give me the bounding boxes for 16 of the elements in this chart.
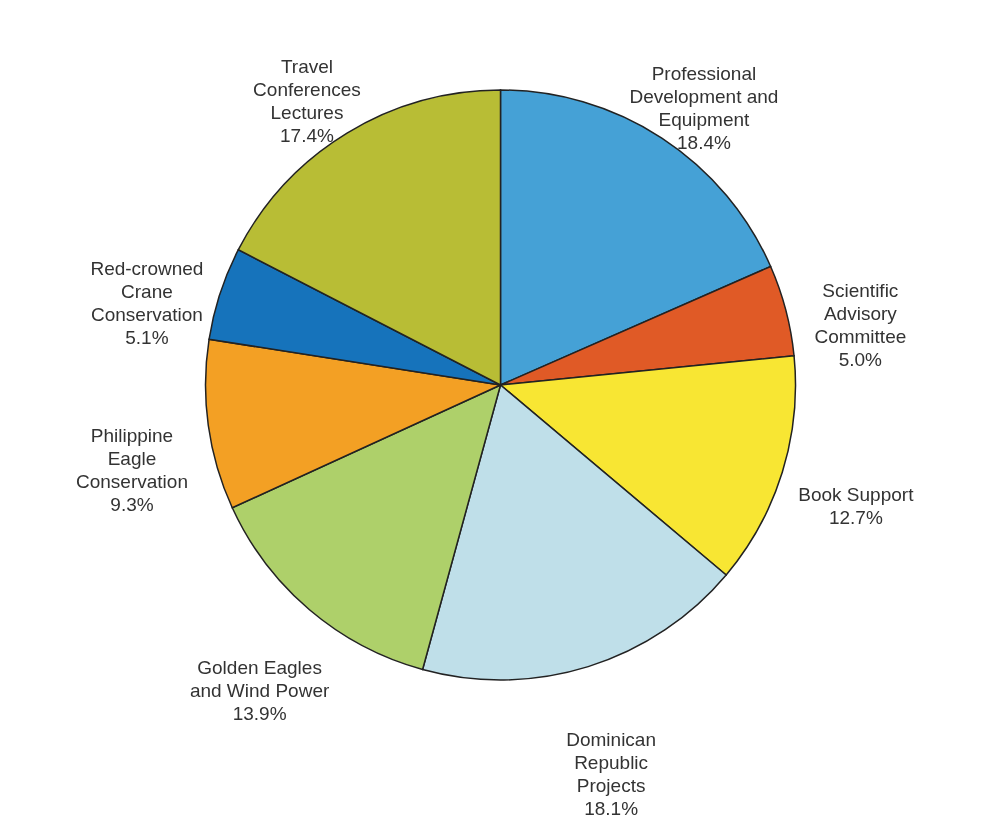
slice-label: Travel Conferences Lectures [253,56,361,124]
data-label: 12.7% [828,507,883,529]
slice-label: Professional Development and Equipment [629,62,779,130]
data-label: 17.4% [280,125,334,147]
slice-label: Golden Eagles and Wind Power [189,657,330,702]
slice-label: Dominican Republic Projects [566,729,656,797]
data-label: 13.9% [232,703,287,725]
data-label: 5.0% [838,348,883,370]
slice-label: Scientific Advisory Committee [814,279,907,347]
slice-label: Red-crowned Crane Conservation [90,258,204,326]
data-label: 5.1% [125,327,169,349]
data-label: 18.4% [677,131,731,153]
data-label: 9.3% [110,493,154,515]
slice-label: Book Support [798,484,915,506]
slice-label: Philippine Eagle Conservation [76,424,188,492]
data-label: 18.1% [584,798,639,819]
